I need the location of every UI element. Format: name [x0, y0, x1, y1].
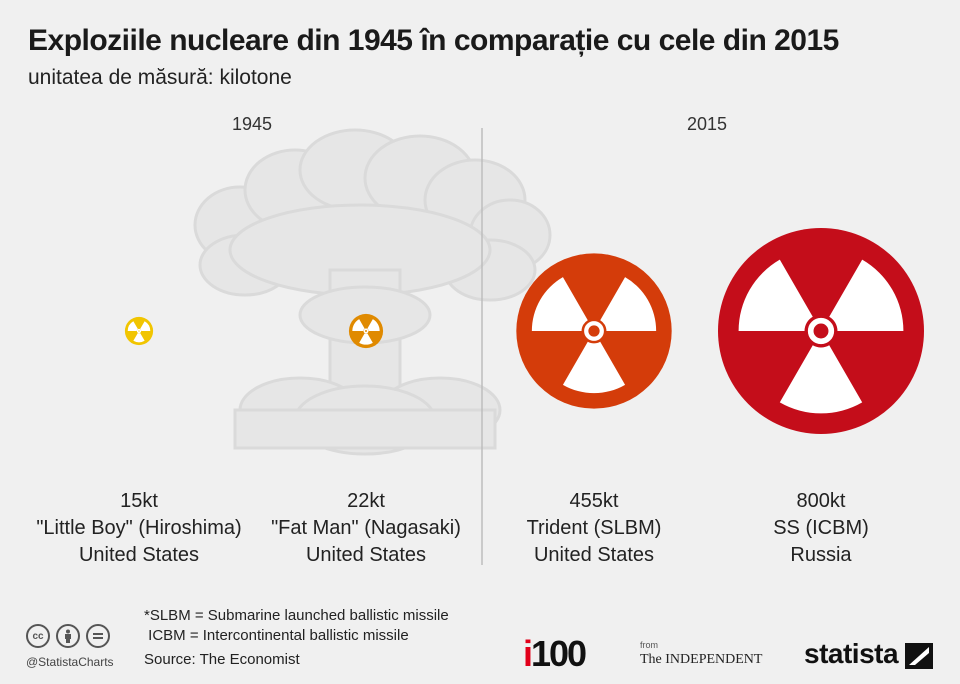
bubble-trident-slbm	[516, 253, 672, 409]
radiation-blade-2	[829, 259, 904, 331]
bubble-little-boy-hiroshima	[124, 316, 154, 346]
group-label-2015: 2015	[687, 114, 727, 134]
source-note: Source: The Economist	[144, 651, 300, 668]
weapon-name: "Fat Man" (Nagasaki)	[271, 517, 461, 539]
independent-logo[interactable]: The INDEPENDENT	[640, 652, 763, 667]
mushroom-cloud-illustration	[193, 128, 552, 456]
item-label-trident: 455kt Trident (SLBM) United States	[474, 488, 714, 569]
radiation-blade-3	[352, 319, 365, 331]
country-name: United States	[305, 544, 427, 566]
item-label-ss: 800kt SS (ICBM) Russia	[701, 488, 941, 569]
social-handle[interactable]: @StatistaCharts	[26, 655, 114, 669]
radiation-blade-3	[127, 321, 138, 331]
radiation-blade-2	[600, 277, 657, 331]
from-label: from	[640, 640, 658, 650]
value-label: 455kt	[569, 490, 619, 512]
item-label-little-boy: 15kt "Little Boy" (Hiroshima) United Sta…	[19, 488, 259, 569]
value-label: 800kt	[796, 490, 846, 512]
bubble-fat-man-nagasaki	[348, 313, 384, 349]
group-label-1945: 1945	[232, 114, 272, 134]
attribution-icon	[56, 624, 80, 648]
chart-title: Exploziile nucleare din 1945 în comparaț…	[28, 24, 839, 57]
country-name: United States	[78, 544, 200, 566]
bubble-ss-icbm	[718, 228, 924, 434]
radiation-center	[363, 328, 369, 334]
radiation-blade-2	[367, 319, 380, 331]
cc-icon: cc	[26, 624, 50, 648]
radiation-blade-2	[140, 321, 151, 331]
value-label: 22kt	[347, 490, 385, 512]
country-name: United States	[533, 544, 655, 566]
country-name: Russia	[790, 544, 852, 566]
radiation-center	[584, 321, 604, 341]
statista-logo[interactable]: statista	[804, 638, 899, 669]
chart-subtitle: unitatea de măsură: kilotone	[28, 66, 292, 89]
weapon-name: "Little Boy" (Hiroshima)	[36, 517, 242, 539]
radiation-blade-1	[359, 333, 373, 345]
radiation-blade-1	[562, 341, 626, 394]
radiation-blade-1	[779, 345, 863, 414]
i100-logo[interactable]: i100	[523, 633, 587, 674]
value-label: 15kt	[120, 490, 158, 512]
radiation-center	[807, 317, 835, 345]
statista-logo-mark-icon	[905, 643, 933, 669]
radiation-blade-1	[133, 332, 145, 343]
footnotes: *SLBM = Submarine launched ballistic mis…	[144, 607, 449, 644]
radiation-blade-3	[531, 277, 588, 331]
weapon-name: SS (ICBM)	[773, 517, 869, 539]
license-icons: cc	[26, 624, 110, 648]
no-derivatives-icon	[86, 624, 110, 648]
radiation-blade-3	[738, 259, 813, 331]
item-label-fat-man: 22kt "Fat Man" (Nagasaki) United States	[246, 488, 486, 569]
weapon-name: Trident (SLBM)	[526, 517, 662, 539]
radiation-center	[136, 328, 142, 334]
